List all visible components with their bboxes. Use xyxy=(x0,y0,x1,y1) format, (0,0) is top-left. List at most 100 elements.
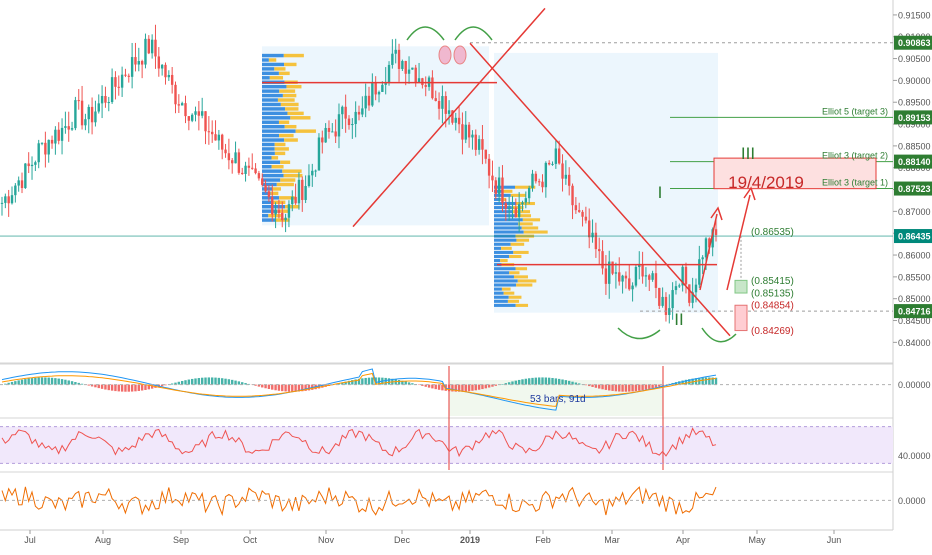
candle-body xyxy=(128,76,130,77)
candle-body xyxy=(251,168,253,169)
volume-profile-bar xyxy=(274,67,285,70)
volume-profile-bar xyxy=(275,143,286,146)
candle-body xyxy=(341,107,343,114)
indicator-tick-label: 0.0000 xyxy=(898,496,926,506)
candle-body xyxy=(488,159,490,176)
candle-body xyxy=(138,61,140,65)
macd-histogram-bar xyxy=(471,385,473,391)
macd-histogram-bar xyxy=(645,385,647,390)
macd-histogram-bar xyxy=(41,377,43,384)
candle-body xyxy=(81,101,83,126)
macd-histogram-bar xyxy=(114,385,116,392)
candle-body xyxy=(535,174,537,182)
candle-body xyxy=(141,61,143,65)
candle-body xyxy=(558,149,560,164)
candle-body xyxy=(258,173,260,178)
macd-histogram-bar xyxy=(535,378,537,385)
macd-histogram-bar xyxy=(448,385,450,392)
candle-body xyxy=(118,87,120,88)
volume-profile-bar xyxy=(494,243,511,246)
macd-histogram-bar xyxy=(231,380,233,385)
measure-label: 53 bars, 91d xyxy=(530,394,586,405)
candle-body xyxy=(144,39,146,65)
volume-profile-bar xyxy=(284,63,296,66)
volume-profile-bar xyxy=(285,125,297,128)
volume-profile-bar xyxy=(494,304,516,307)
volume-profile-bar xyxy=(494,279,518,282)
macd-histogram-bar xyxy=(278,385,280,391)
volume-profile-bar xyxy=(494,218,523,221)
macd-histogram-bar xyxy=(131,385,133,392)
volume-profile-bar xyxy=(509,271,519,274)
candle-body xyxy=(181,103,183,105)
candle-body xyxy=(264,185,266,191)
candle-body xyxy=(201,111,203,116)
candle-body xyxy=(261,178,263,185)
volume-profile-bar xyxy=(262,214,268,217)
time-tick-label: Dec xyxy=(394,535,411,545)
macd-histogram-bar xyxy=(435,385,437,390)
macd-histogram-bar xyxy=(591,385,593,387)
candle-body xyxy=(121,75,123,88)
price-tick-label: 0.85000 xyxy=(898,294,931,304)
time-tick-label: Mar xyxy=(604,535,620,545)
candle-body xyxy=(468,125,470,138)
price-tick-label: 0.84000 xyxy=(898,338,931,348)
candle-body xyxy=(311,171,313,176)
macd-histogram-bar xyxy=(118,385,120,392)
candle-body xyxy=(661,297,663,306)
volume-profile-bar xyxy=(494,259,500,262)
macd-histogram-bar xyxy=(48,378,50,385)
macd-histogram-bar xyxy=(625,385,627,392)
candle-body xyxy=(268,191,270,197)
candle-body xyxy=(508,208,510,209)
macd-histogram-bar xyxy=(545,378,547,385)
candle-body xyxy=(615,272,617,273)
volume-profile-bar xyxy=(494,267,516,270)
candle-body xyxy=(395,50,397,54)
volume-profile-bar xyxy=(494,288,502,291)
candle-body xyxy=(254,168,256,173)
volume-profile-bar xyxy=(286,85,301,88)
macd-histogram-bar xyxy=(264,385,266,389)
macd-histogram-bar xyxy=(51,378,53,385)
indicator-tick-label: 0.00000 xyxy=(898,380,931,390)
candle-body xyxy=(358,112,360,115)
macd-histogram-bar xyxy=(34,378,36,385)
macd-histogram-bar xyxy=(234,381,236,385)
volume-profile-bar xyxy=(494,251,513,254)
volume-profile-bar xyxy=(513,251,528,254)
volume-profile-bar xyxy=(523,218,540,221)
candle-body xyxy=(164,65,166,77)
candle-body xyxy=(521,202,523,204)
candle-body xyxy=(541,182,543,188)
candle-body xyxy=(465,125,467,140)
volume-profile-bar xyxy=(262,112,287,115)
volume-profile-bar xyxy=(279,121,289,124)
price-tick-label: 0.87000 xyxy=(898,207,931,217)
macd-histogram-bar xyxy=(281,385,283,392)
macd-histogram-bar xyxy=(371,377,373,384)
projection-label: (0.85415) xyxy=(751,276,794,287)
macd-histogram-bar xyxy=(635,385,637,392)
macd-histogram-bar xyxy=(621,385,623,392)
candle-body xyxy=(458,118,460,124)
macd-histogram-bar xyxy=(21,380,23,385)
macd-histogram-bar xyxy=(565,380,567,384)
candle-body xyxy=(308,175,310,186)
candle-body xyxy=(658,288,660,306)
candle-body xyxy=(511,207,513,208)
candle-body xyxy=(11,195,13,203)
time-tick-label: Sep xyxy=(173,535,189,545)
candle-body xyxy=(555,149,557,164)
candle-body xyxy=(228,153,230,160)
candle-body xyxy=(1,203,3,204)
macd-histogram-bar xyxy=(528,378,530,384)
macd-histogram-bar xyxy=(81,384,83,385)
candle-body xyxy=(148,39,150,53)
volume-profile-bar xyxy=(287,112,303,115)
volume-profile-bar xyxy=(262,161,280,164)
volume-profile-bar xyxy=(494,271,509,274)
